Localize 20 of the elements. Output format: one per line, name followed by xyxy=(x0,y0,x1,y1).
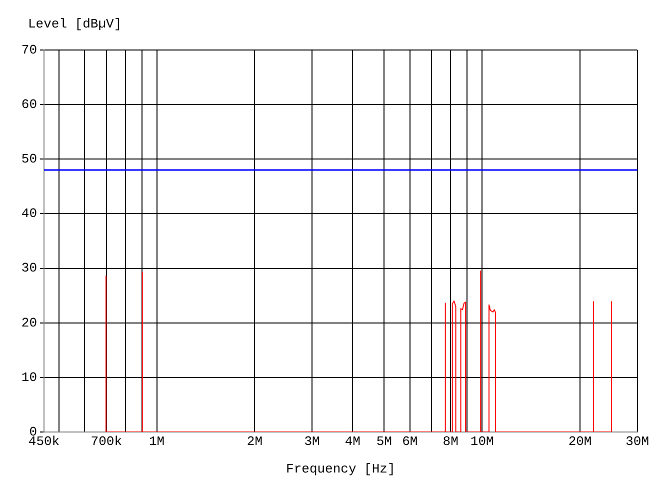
x-tick-label: 8M xyxy=(442,434,458,450)
x-tick-label: 30M xyxy=(626,434,649,450)
x-tick-label: 2M xyxy=(246,434,263,450)
x-axis-title: Frequency [Hz] xyxy=(286,462,396,477)
x-tick-label: 20M xyxy=(568,434,592,450)
y-tick-label: 40 xyxy=(21,206,37,222)
x-tick-label: 3M xyxy=(304,434,320,450)
x-tick-label: 10M xyxy=(470,434,494,450)
y-tick-label: 70 xyxy=(21,42,37,58)
y-tick-label: 60 xyxy=(21,97,37,112)
y-tick-label: 50 xyxy=(21,152,37,167)
y-tick-label: 10 xyxy=(21,370,37,385)
y-tick-label: 30 xyxy=(21,260,37,276)
x-tick-label: 6M xyxy=(402,434,418,450)
x-tick-label: 700k xyxy=(90,434,122,450)
y-axis-title: Level [dBµV] xyxy=(28,16,122,32)
y-tick-label: 20 xyxy=(21,315,37,330)
x-tick-label: 1M xyxy=(149,434,165,450)
x-tick-label: 5M xyxy=(376,434,392,450)
x-tick-label: 4M xyxy=(344,434,360,450)
